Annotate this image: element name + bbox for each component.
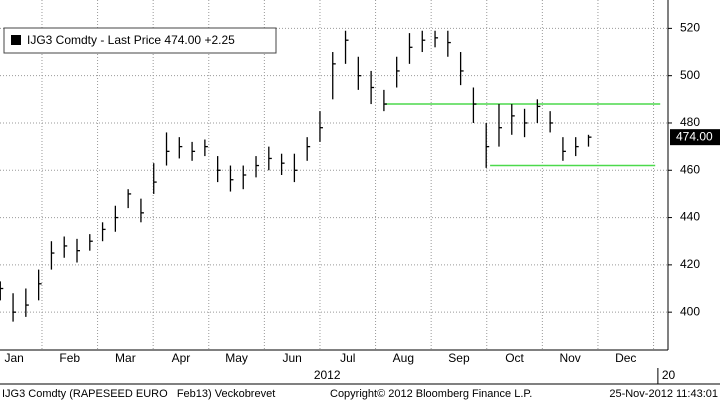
legend-change: +2.25: [204, 33, 235, 47]
legend-text: IJG3 Comdty - Last Price 474.00 +2.25: [27, 33, 235, 47]
x-tick-label: Nov: [559, 351, 580, 365]
x-tick-label: Mar: [115, 351, 136, 365]
x-tick-label: Aug: [393, 351, 414, 365]
legend-swatch: [11, 35, 21, 45]
legend-box: [3, 27, 277, 54]
legend-name: IJG3 Comdty - Last Price: [27, 33, 161, 47]
labels: 400 420 440 460 480 500 520 Jan Feb Mar Apr May Jun J…: [4, 21, 720, 384]
legend-price: 474.00: [164, 33, 201, 47]
x-tick-label: Oct: [505, 351, 524, 365]
y-tick-label: 440: [680, 210, 700, 224]
x-tick-label: Jul: [340, 351, 355, 365]
footer-date: 25-Nov-2012 11:43:01: [609, 388, 718, 400]
y-tick-label: 460: [680, 162, 700, 176]
footer-copyright: Copyright© 2012 Bloomberg Finance L.P.: [330, 388, 532, 400]
y-tick-label: 400: [680, 304, 700, 318]
grid: [0, 0, 672, 350]
y-tick-label: 480: [680, 115, 700, 129]
x-tick-label: Apr: [172, 351, 191, 365]
x-tick-label: Jun: [282, 351, 301, 365]
x-tick-label: Dec: [615, 351, 636, 365]
x-tick-label: Feb: [59, 351, 80, 365]
year-label: 20: [662, 368, 676, 382]
x-tick-label: Jan: [4, 351, 23, 365]
x-tick-label: May: [225, 351, 248, 365]
footer-source: IJG3 Comdty (RAPESEED EURO Feb13) Veckob…: [2, 388, 275, 400]
x-tick-label: Sep: [448, 351, 470, 365]
y-tick-label: 500: [680, 68, 700, 82]
marks: [0, 30, 661, 322]
year-label: 2012: [314, 368, 341, 382]
y-tick-label: 420: [680, 257, 700, 271]
last-price-label: 474.00: [676, 129, 713, 143]
last-price-tag: [670, 129, 720, 146]
y-tick-label: 520: [680, 21, 700, 35]
